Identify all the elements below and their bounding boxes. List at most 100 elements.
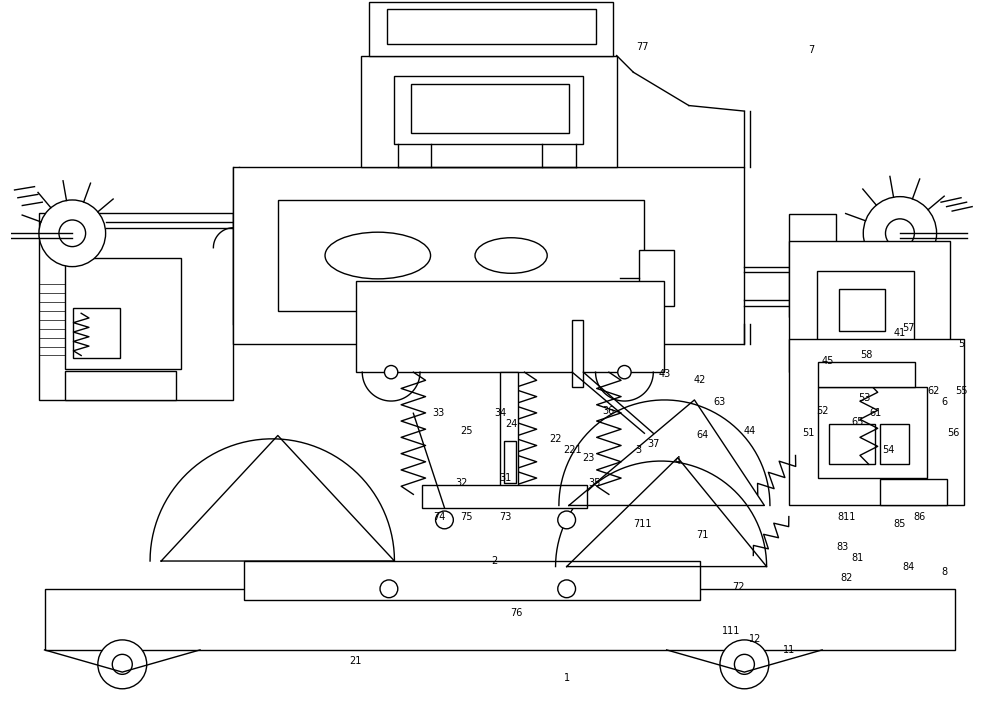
Text: 58: 58 — [860, 351, 873, 360]
Text: 62: 62 — [927, 386, 939, 396]
Bar — [839, 289, 885, 331]
Text: 43: 43 — [658, 370, 671, 380]
Bar — [789, 215, 836, 272]
Text: 53: 53 — [858, 392, 871, 402]
Text: 65: 65 — [852, 417, 864, 427]
Circle shape — [618, 365, 631, 379]
Text: 34: 34 — [494, 408, 506, 418]
Text: 32: 32 — [455, 479, 467, 488]
Bar — [817, 271, 914, 346]
Text: 24: 24 — [505, 419, 517, 429]
Bar — [394, 75, 583, 144]
Text: 86: 86 — [914, 512, 926, 522]
Circle shape — [384, 365, 398, 379]
Bar — [504, 441, 516, 483]
Text: 74: 74 — [433, 512, 445, 522]
Bar — [880, 424, 909, 464]
Text: 6: 6 — [941, 397, 947, 407]
Text: 7: 7 — [808, 45, 814, 55]
Text: 33: 33 — [433, 408, 445, 418]
Text: 77: 77 — [636, 42, 648, 52]
Text: 83: 83 — [836, 542, 848, 552]
Text: 81: 81 — [852, 552, 864, 562]
Text: 54: 54 — [883, 445, 895, 455]
Bar — [65, 257, 181, 369]
Bar — [789, 339, 964, 506]
Text: 23: 23 — [583, 453, 595, 463]
Bar — [361, 55, 617, 166]
Text: 1: 1 — [564, 673, 570, 683]
Bar — [39, 213, 233, 400]
Circle shape — [734, 654, 754, 674]
Bar — [639, 250, 674, 306]
Bar — [244, 561, 700, 600]
Text: 2: 2 — [491, 556, 498, 566]
Bar — [233, 166, 744, 344]
Bar — [829, 424, 875, 464]
Text: 85: 85 — [894, 519, 906, 530]
Text: 71: 71 — [696, 530, 708, 540]
Circle shape — [558, 580, 576, 598]
Text: 45: 45 — [822, 356, 834, 366]
Text: 3: 3 — [636, 445, 642, 455]
Text: 811: 811 — [837, 512, 856, 522]
Circle shape — [885, 219, 914, 247]
Bar — [387, 9, 596, 44]
Text: 36: 36 — [603, 406, 615, 416]
Bar — [369, 2, 613, 55]
Text: 82: 82 — [840, 572, 853, 583]
Bar — [356, 281, 664, 372]
Text: 42: 42 — [694, 375, 706, 385]
Circle shape — [98, 640, 147, 689]
Bar — [880, 479, 947, 506]
Text: 56: 56 — [947, 428, 959, 438]
Text: 41: 41 — [894, 328, 906, 338]
Text: 63: 63 — [714, 397, 726, 407]
Circle shape — [59, 220, 86, 247]
Text: 72: 72 — [733, 582, 745, 592]
Text: 52: 52 — [816, 406, 828, 416]
Bar — [818, 362, 915, 387]
Bar — [45, 589, 955, 650]
Text: 55: 55 — [955, 386, 967, 396]
Text: 76: 76 — [510, 608, 523, 619]
Text: 221: 221 — [563, 445, 582, 455]
Text: 61: 61 — [869, 408, 882, 418]
Text: 8: 8 — [941, 567, 947, 577]
Text: 21: 21 — [349, 656, 362, 666]
Circle shape — [436, 511, 453, 529]
Text: 75: 75 — [460, 512, 473, 522]
Circle shape — [863, 197, 937, 270]
Text: 111: 111 — [722, 626, 740, 636]
Text: 44: 44 — [744, 426, 756, 436]
Text: 73: 73 — [499, 512, 512, 522]
Circle shape — [112, 654, 132, 674]
Bar — [65, 371, 176, 400]
Bar — [789, 272, 836, 316]
Ellipse shape — [475, 237, 547, 273]
Text: 35: 35 — [588, 479, 601, 488]
Bar — [572, 320, 583, 387]
Bar — [411, 85, 569, 133]
Text: 31: 31 — [499, 473, 512, 483]
Text: 711: 711 — [633, 519, 651, 530]
Bar — [500, 372, 518, 494]
Bar — [278, 200, 644, 311]
Circle shape — [380, 580, 398, 598]
Bar — [789, 241, 950, 372]
Circle shape — [39, 200, 106, 267]
Bar — [73, 308, 120, 358]
Text: 11: 11 — [783, 645, 795, 655]
Bar — [818, 387, 927, 478]
Text: 84: 84 — [903, 562, 915, 572]
Text: 37: 37 — [647, 439, 659, 449]
Text: 22: 22 — [549, 434, 562, 444]
Text: 12: 12 — [749, 634, 762, 643]
Circle shape — [558, 511, 576, 529]
Text: 5: 5 — [958, 339, 964, 349]
Bar — [422, 486, 587, 508]
Text: 25: 25 — [460, 426, 473, 436]
Circle shape — [720, 640, 769, 689]
Text: 64: 64 — [696, 430, 708, 441]
Text: 57: 57 — [903, 323, 915, 333]
